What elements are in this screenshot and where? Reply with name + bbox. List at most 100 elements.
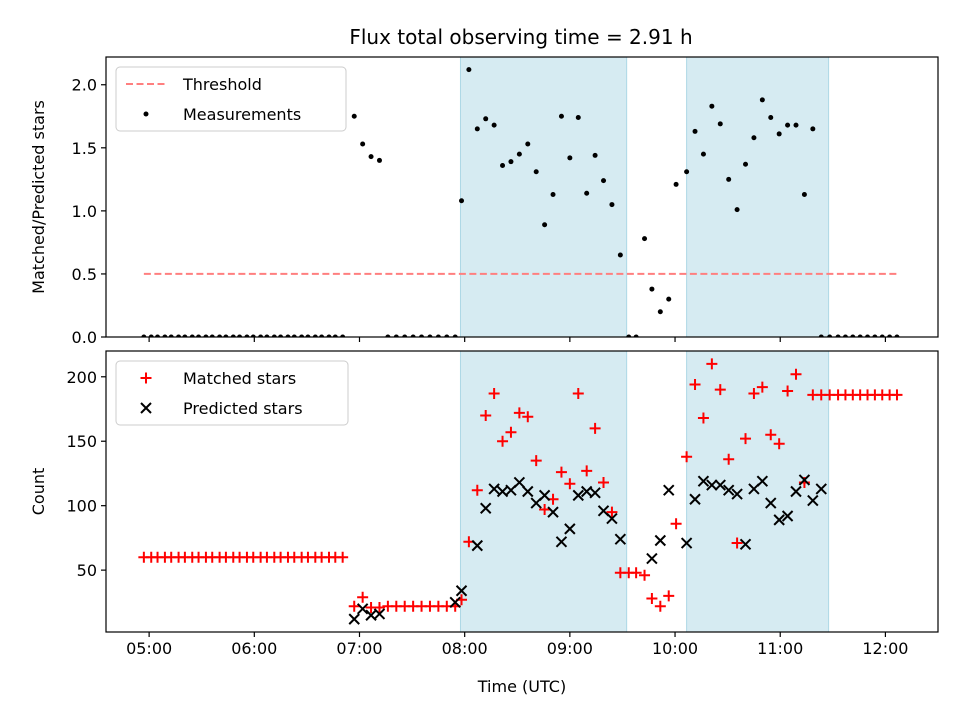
x-tick-label: 08:00 <box>442 639 488 658</box>
measurements-point <box>291 334 297 337</box>
y-axis-label: Count <box>29 468 48 516</box>
x-tick-label: 11:00 <box>757 639 803 658</box>
measurements-point <box>351 113 357 119</box>
measurements-point <box>203 334 209 337</box>
measurements-point <box>857 334 863 337</box>
predicted-stars-point <box>697 475 710 487</box>
measurements-point <box>575 115 581 121</box>
measurements-point <box>550 191 556 197</box>
matched-stars-point <box>564 478 576 490</box>
measurements-point <box>601 178 607 184</box>
measurements-point <box>558 113 564 119</box>
measurements-point <box>759 97 765 103</box>
legend: Matched stars Predicted stars <box>115 360 349 426</box>
measurements-point <box>734 207 740 213</box>
measurements-point <box>155 334 161 337</box>
matched-stars-point <box>782 385 794 397</box>
matched-stars-point <box>471 484 483 496</box>
measurements-point <box>801 191 807 197</box>
matched-stars-point <box>765 429 777 441</box>
measurements-point <box>872 334 878 337</box>
matched-stars-point <box>480 409 492 421</box>
measurements-point <box>360 141 366 147</box>
measurements-point <box>818 334 824 337</box>
chart-title: Flux total observing time = 2.91 h <box>349 25 692 49</box>
matched-stars-point <box>522 411 534 423</box>
measurements-point <box>743 161 749 167</box>
predicted-stars-point <box>564 523 576 535</box>
measurements-point <box>299 334 305 337</box>
y-tick-label: 0.5 <box>72 265 97 284</box>
matched-stars-point <box>723 453 735 465</box>
measurements-point <box>592 152 598 158</box>
y-tick-label: 100 <box>66 497 97 516</box>
measurements-point <box>452 334 458 337</box>
measurements-point <box>793 122 799 128</box>
measurements-point <box>626 334 632 337</box>
measurements-point <box>258 334 264 337</box>
measurements-point <box>684 169 690 175</box>
measurements-point <box>189 334 195 337</box>
legend-handle-measurements <box>143 111 149 117</box>
predicted-stars-point <box>606 512 618 525</box>
legend-box <box>115 66 347 132</box>
predicted-stars-point <box>373 608 386 620</box>
x-tick-label: 06:00 <box>231 639 277 658</box>
measurements-point <box>244 334 250 337</box>
measurements-point <box>657 309 663 315</box>
measurements-point <box>402 334 408 337</box>
plot-area <box>138 358 903 625</box>
shaded-interval-0 <box>459 56 628 338</box>
y-tick-label: 200 <box>66 368 97 387</box>
predicted-stars-point <box>663 484 675 496</box>
measurements-point <box>326 334 332 337</box>
matched-stars-point <box>697 412 709 424</box>
matched-stars-point <box>740 433 752 445</box>
predicted-stars-point <box>488 483 500 495</box>
matched-stars-point <box>555 466 567 478</box>
matched-stars-point <box>530 455 542 467</box>
matched-stars-point <box>513 407 525 419</box>
measurements-point <box>700 151 706 157</box>
matched-stars-point <box>337 551 349 563</box>
measurements-point <box>285 334 291 337</box>
predicted-stars-point <box>646 552 658 565</box>
matched-stars-point <box>654 600 666 612</box>
measurements-point <box>419 334 425 337</box>
measurements-point <box>567 155 573 161</box>
measurements-point <box>196 334 202 337</box>
predicted-stars-point <box>781 510 794 522</box>
predicted-stars-point <box>722 484 735 496</box>
matched-stars-point <box>598 476 610 488</box>
predicted-stars-point <box>756 475 769 487</box>
matched-stars-point <box>748 388 760 400</box>
measurements-point <box>237 334 243 337</box>
matched-stars-point <box>373 602 385 614</box>
measurements-point <box>810 126 816 132</box>
measurements-point <box>827 334 833 337</box>
predicted-stars-point <box>480 502 492 514</box>
measurements-point <box>633 334 639 337</box>
predicted-stars-point <box>765 497 777 509</box>
matched-stars-point <box>773 438 785 450</box>
measurements-point <box>278 334 284 337</box>
x-tick-label: 09:00 <box>547 639 593 658</box>
predicted-stars-point <box>614 533 627 545</box>
measurements-point <box>751 135 757 141</box>
measurements-point <box>264 334 270 337</box>
measurements-point <box>850 334 856 337</box>
legend-label-threshold: Threshold <box>182 75 262 94</box>
measurements-point <box>250 334 256 337</box>
measurements-point <box>887 334 893 337</box>
measurements-point <box>141 334 147 337</box>
measurements-point <box>785 122 791 128</box>
legend-handle-predicted-stars <box>140 402 152 414</box>
measurements-point <box>312 334 318 337</box>
measurements-point <box>168 334 174 337</box>
measurements-point <box>649 286 655 292</box>
measurements-point <box>209 334 215 337</box>
measurements-point <box>533 169 539 175</box>
measurements-point <box>223 334 229 337</box>
matched-stars-point <box>497 435 509 447</box>
y-tick-label: 1.0 <box>72 202 97 221</box>
